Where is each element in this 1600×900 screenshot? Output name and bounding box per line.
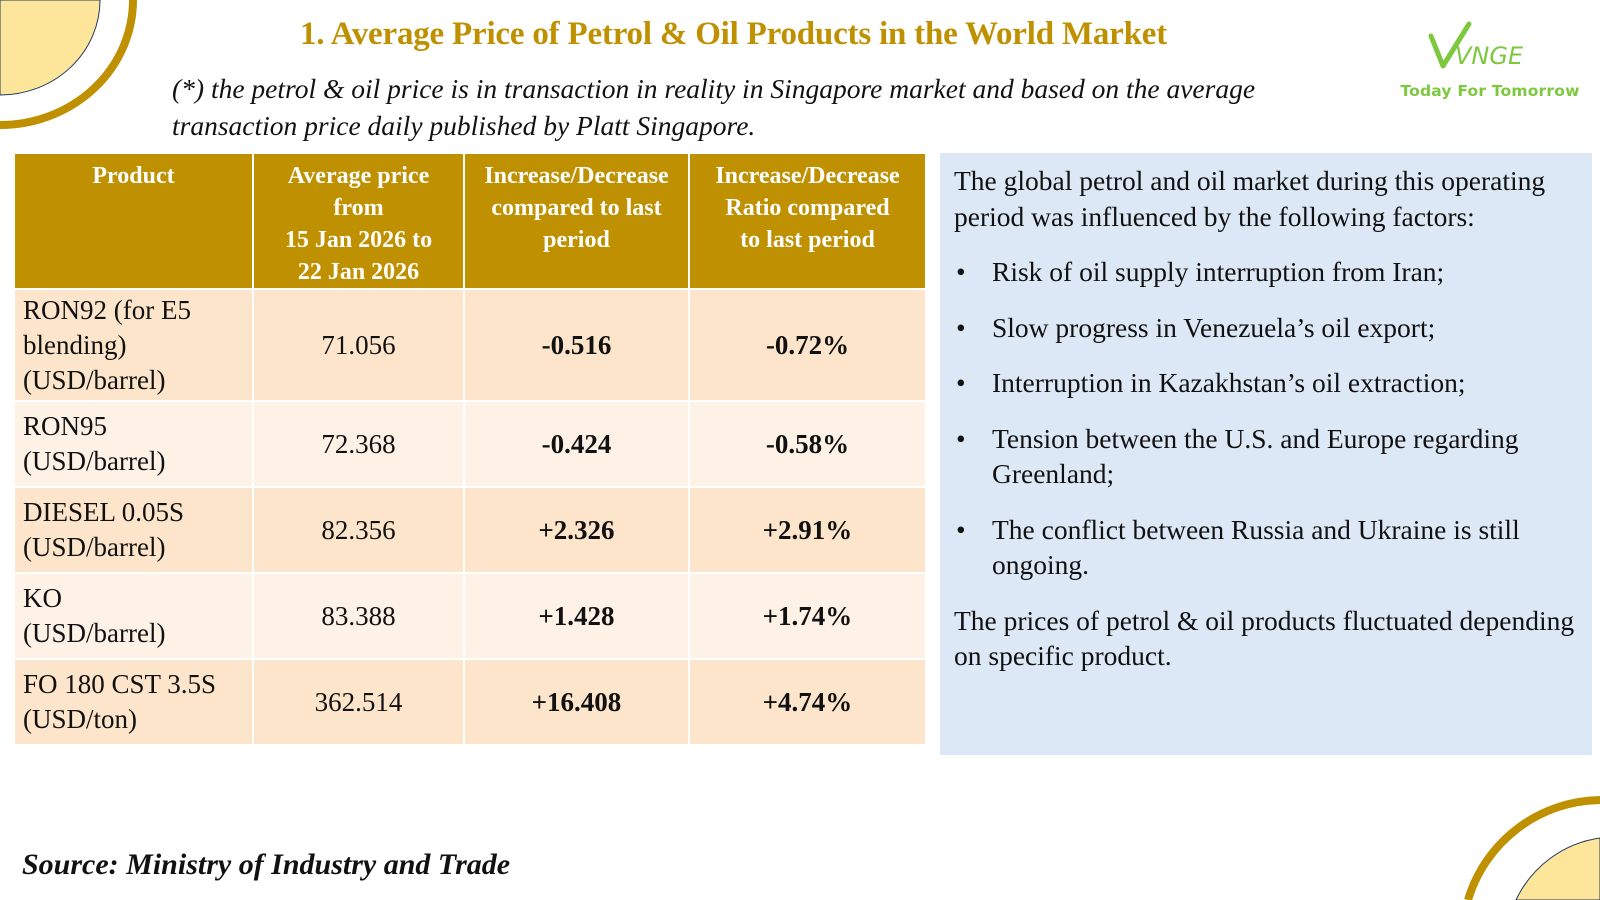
product-name-line: (USD/barrel) (23, 618, 166, 648)
corner-arc-decoration-top-left (0, 0, 137, 129)
column-header-line: period (543, 227, 610, 253)
table-row: RON92 (for E5 blending) (USD/barrel) 71.056… (13, 288, 927, 402)
table-header-row: Product Average price from 15 Jan 2026 to 22… (13, 152, 927, 290)
note-line: transaction price daily published by Pla… (172, 110, 756, 141)
product-name-line: DIESEL 0.05S (23, 497, 184, 527)
corner-arc-decoration-bottom-right (1464, 796, 1600, 900)
column-header-line: Increase/Decrease (484, 163, 669, 189)
factor-text: Risk of oil supply interruption from Ira… (992, 256, 1445, 287)
factor-text: The conflict between Russia and Ukraine … (992, 513, 1520, 581)
factor-list-item: • Tension between the U.S. and Europe reg… (954, 421, 1578, 492)
factor-text: Slow progress in Venezuela’s oil export; (992, 311, 1436, 343)
product-name-line: RON95 (23, 411, 108, 441)
factor-list-item: • The conflict between Russia and Ukraine… (954, 512, 1578, 583)
product-cell: FO 180 CST 3.5S (USD/ton) (13, 658, 254, 746)
column-header-line: 15 Jan 2026 to (284, 227, 433, 253)
product-name-line: blending) (23, 329, 127, 360)
column-header-line: Ratio compared (725, 195, 890, 221)
table-row: DIESEL 0.05S (USD/barrel) 82.356 +2.326 +2.9… (13, 486, 927, 574)
product-cell: RON92 (for E5 blending) (USD/barrel) (13, 288, 254, 402)
note-line: (*) the petrol & oil price is in transac… (172, 73, 1256, 104)
factor-text: Tension between the U.S. and Europe rega… (992, 422, 1519, 490)
table-row: KO (USD/barrel) 83.388 +1.428 +1.74% (13, 572, 927, 660)
bullet-icon: • (956, 311, 966, 343)
product-cell: RON95 (USD/barrel) (13, 400, 254, 488)
product-name-line: (USD/barrel) (23, 532, 166, 562)
column-header-line: Product (92, 163, 175, 189)
bullet-icon: • (956, 367, 966, 398)
price-table: Product Average price from 15 Jan 2026 to 22… (13, 152, 927, 746)
column-header-line: to last period (740, 227, 875, 253)
market-factors-panel: The global petrol and oil market during … (940, 153, 1592, 755)
column-header: Average price from 15 Jan 2026 to 22 Jan 20… (252, 152, 465, 290)
product-cell: KO (USD/barrel) (13, 572, 254, 660)
change-cell: +16.408 (463, 658, 690, 746)
change-ratio-cell: +1.74% (688, 572, 927, 660)
column-header-line: from (333, 195, 384, 221)
bullet-icon: • (956, 513, 966, 545)
change-ratio-cell: +2.91% (688, 486, 927, 574)
column-header-line: 22 Jan 2026 (297, 259, 420, 285)
company-logo: VNGE Today For Tomorrow (1395, 18, 1585, 108)
change-cell: +1.428 (463, 572, 690, 660)
average-price-cell: 71.056 (252, 288, 465, 402)
column-header-line: Average price (287, 163, 430, 189)
factor-list-item: • Slow progress in Venezuela’s oil export… (954, 310, 1578, 346)
panel-closing: The prices of petrol & oil products fluc… (954, 604, 1575, 672)
logo-tagline: Today For Tomorrow (1400, 82, 1580, 100)
panel-intro: The global petrol and oil market during … (954, 165, 1546, 232)
factor-list: • Risk of oil supply interruption from Ir… (954, 254, 1578, 583)
change-cell: -0.424 (463, 400, 690, 488)
change-cell: +2.326 (463, 486, 690, 574)
factor-list-item: • Interruption in Kazakhstan’s oil extrac… (954, 365, 1578, 401)
bullet-icon: • (956, 256, 966, 287)
change-ratio-cell: -0.58% (688, 400, 927, 488)
price-source-note: (*) the petrol & oil price is in transac… (172, 70, 1392, 144)
product-cell: DIESEL 0.05S (USD/barrel) (13, 486, 254, 574)
table-row: RON95 (USD/barrel) 72.368 -0.424 -0.58% (13, 400, 927, 488)
product-name-line: (USD/barrel) (23, 446, 166, 476)
product-name-line: (USD/barrel) (23, 364, 166, 395)
change-ratio-cell: -0.72% (688, 288, 927, 402)
column-header-line: compared to last (491, 195, 662, 221)
factor-text: Interruption in Kazakhstan’s oil extract… (992, 367, 1466, 398)
bullet-icon: • (956, 422, 966, 454)
table-row: FO 180 CST 3.5S (USD/ton) 362.514 +16.408 +4… (13, 658, 927, 746)
product-name-line: KO (23, 583, 62, 613)
column-header: Increase/Decrease compared to last period (463, 152, 690, 290)
factor-list-item: • Risk of oil supply interruption from Ir… (954, 254, 1578, 290)
logo-brand-text: VNGE (1455, 42, 1524, 70)
source-citation: Source: Ministry of Industry and Trade (22, 848, 511, 881)
column-header: Increase/Decrease Ratio compared to last p… (688, 152, 927, 290)
product-name-line: FO 180 CST 3.5S (23, 669, 217, 699)
vnge-logo-icon: VNGE (1428, 21, 1524, 70)
change-ratio-cell: +4.74% (688, 658, 927, 746)
average-price-cell: 72.368 (252, 400, 465, 488)
column-header-line: Increase/Decrease (715, 163, 900, 189)
product-name-line: (USD/ton) (23, 704, 137, 734)
column-header: Product (13, 152, 254, 290)
average-price-cell: 83.388 (252, 572, 465, 660)
product-name-line: RON92 (for E5 (23, 294, 191, 325)
change-cell: -0.516 (463, 288, 690, 402)
page-title: 1. Average Price of Petrol & Oil Product… (300, 16, 1168, 52)
average-price-cell: 362.514 (252, 658, 465, 746)
average-price-cell: 82.356 (252, 486, 465, 574)
